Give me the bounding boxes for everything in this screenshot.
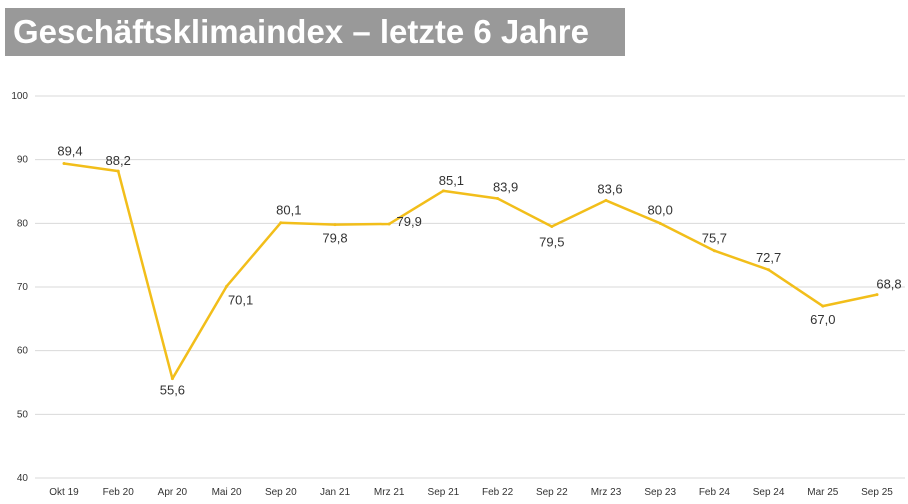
data-label: 88,2 — [106, 153, 131, 168]
x-tick-label: Mai 20 — [212, 487, 242, 498]
data-label: 80,0 — [648, 202, 673, 217]
data-label: 67,0 — [810, 312, 835, 327]
data-label: 55,6 — [160, 383, 185, 398]
chart-title: Geschäftsklimaindex – letzte 6 Jahre — [5, 8, 625, 56]
y-tick-label: 100 — [11, 91, 28, 102]
y-tick-label: 80 — [17, 218, 29, 229]
data-point — [333, 223, 337, 227]
x-tick-label: Sep 23 — [644, 487, 676, 498]
y-tick-label: 50 — [17, 409, 29, 420]
data-label: 79,5 — [539, 235, 564, 250]
data-point — [116, 169, 120, 173]
data-label: 72,7 — [756, 250, 781, 265]
data-label: 79,8 — [322, 231, 347, 246]
data-point — [712, 249, 716, 253]
data-point — [62, 161, 66, 165]
data-point — [875, 293, 879, 297]
x-tick-label: Sep 21 — [428, 487, 460, 498]
x-tick-label: Mrz 21 — [374, 487, 405, 498]
x-tick-label: Sep 20 — [265, 487, 297, 498]
data-label: 68,8 — [876, 277, 901, 292]
x-tick-label: Feb 20 — [103, 487, 135, 498]
y-tick-label: 40 — [17, 473, 29, 484]
x-tick-label: Mar 25 — [807, 487, 839, 498]
data-label: 83,9 — [493, 180, 518, 195]
data-point — [225, 284, 229, 288]
data-point — [496, 197, 500, 201]
y-tick-label: 90 — [17, 155, 29, 166]
data-point — [604, 198, 608, 202]
x-tick-label: Feb 22 — [482, 487, 514, 498]
data-point — [170, 377, 174, 381]
data-point — [821, 304, 825, 308]
x-tick-label: Mrz 23 — [591, 487, 622, 498]
data-point — [279, 221, 283, 225]
y-tick-label: 60 — [17, 346, 29, 357]
x-tick-label: Okt 19 — [49, 487, 79, 498]
data-label: 89,4 — [57, 143, 82, 158]
data-line — [63, 162, 878, 380]
x-tick-label: Sep 22 — [536, 487, 568, 498]
data-point — [441, 189, 445, 193]
x-tick-label: Sep 24 — [753, 487, 785, 498]
data-label: 83,6 — [597, 181, 622, 196]
data-label: 70,1 — [228, 292, 253, 307]
data-label: 75,7 — [702, 231, 727, 246]
x-tick-label: Sep 25 — [861, 487, 893, 498]
x-tick-label: Apr 20 — [158, 487, 188, 498]
data-point — [658, 221, 662, 225]
y-tick-label: 70 — [17, 282, 29, 293]
data-point — [387, 222, 391, 226]
data-label: 80,1 — [276, 203, 301, 218]
data-point — [767, 268, 771, 272]
x-tick-label: Jan 21 — [320, 487, 350, 498]
x-tick-label: Feb 24 — [699, 487, 731, 498]
data-point — [550, 225, 554, 229]
data-label: 79,9 — [397, 214, 422, 229]
data-label: 85,1 — [439, 173, 464, 188]
